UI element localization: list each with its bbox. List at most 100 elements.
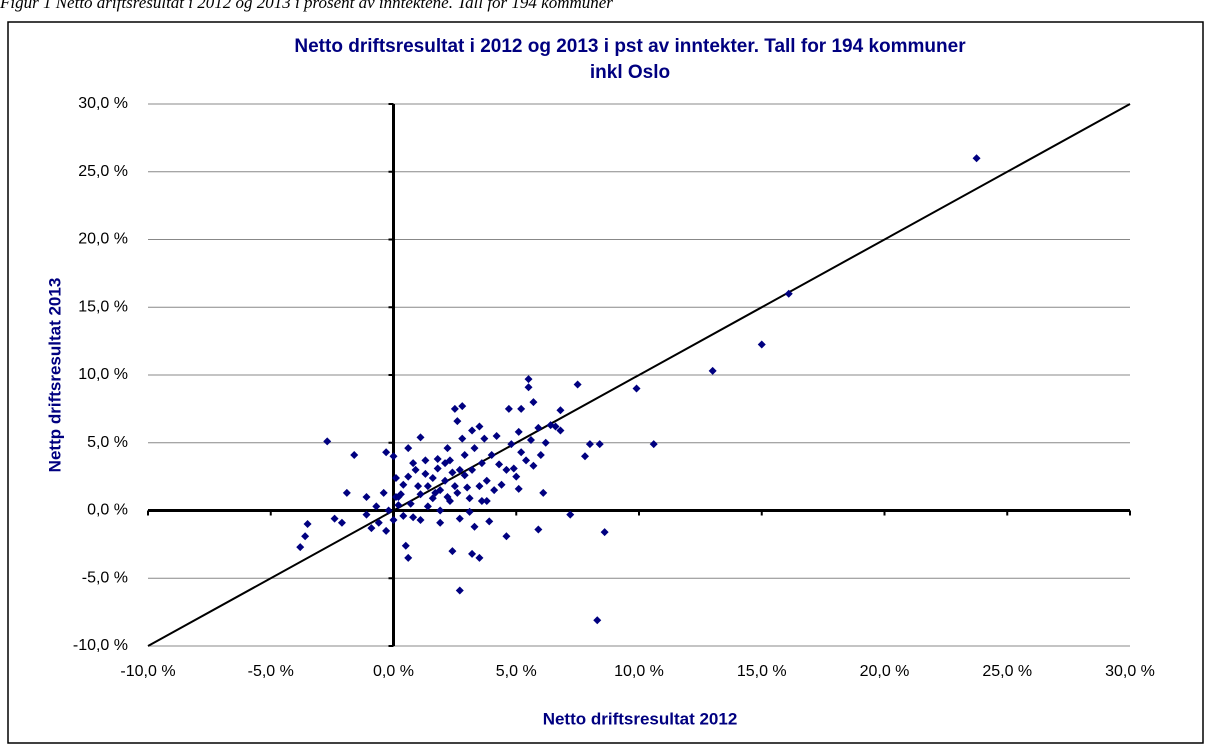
x-tick-label: 20,0 %: [860, 663, 910, 680]
point: [632, 384, 641, 393]
point: [475, 482, 484, 491]
point: [455, 465, 464, 474]
point: [330, 514, 339, 523]
point: [757, 340, 766, 349]
point: [463, 483, 472, 492]
point: [342, 488, 351, 497]
x-tick-label: 0,0 %: [373, 663, 414, 680]
point: [573, 380, 582, 389]
point: [475, 553, 484, 562]
x-axis-label: Netto driftsresultat 2012: [543, 709, 738, 728]
point: [512, 472, 521, 481]
y-tick-label: 20,0 %: [78, 231, 128, 248]
point: [423, 502, 432, 511]
point: [600, 528, 609, 537]
point: [441, 476, 450, 485]
point: [595, 440, 604, 449]
point: [509, 464, 518, 473]
point: [394, 501, 403, 510]
point: [362, 510, 371, 519]
y-tick-label: 10,0 %: [78, 366, 128, 383]
point: [404, 553, 413, 562]
point: [458, 402, 467, 411]
point: [389, 515, 398, 524]
y-axis-label: Nettp driftsresultat 2013: [45, 278, 64, 473]
y-tick-label: 30,0 %: [78, 95, 128, 112]
point: [374, 518, 383, 527]
chart-title: Netto driftsresultat i 2012 og 2013 i ps…: [294, 36, 966, 57]
point: [367, 524, 376, 533]
point: [517, 404, 526, 413]
point: [453, 488, 462, 497]
point: [517, 448, 526, 457]
point: [507, 440, 516, 449]
point: [450, 404, 459, 413]
x-tick-label: 10,0 %: [614, 663, 664, 680]
point: [502, 532, 511, 541]
point: [337, 518, 346, 527]
point: [585, 440, 594, 449]
point: [475, 422, 484, 431]
point: [541, 438, 550, 447]
point: [487, 450, 496, 459]
y-tick-label: 0,0 %: [87, 502, 128, 519]
point: [421, 469, 430, 478]
x-tick-label: -10,0 %: [120, 663, 175, 680]
point: [477, 497, 486, 506]
point: [416, 490, 425, 499]
point: [445, 456, 454, 465]
point: [428, 473, 437, 482]
point: [455, 514, 464, 523]
point: [448, 468, 457, 477]
x-tick-label: 25,0 %: [982, 663, 1032, 680]
point: [436, 506, 445, 515]
point: [443, 444, 452, 453]
x-tick-label: 30,0 %: [1105, 663, 1155, 680]
point: [296, 543, 305, 552]
point: [482, 497, 491, 506]
point: [433, 455, 442, 464]
reference-line: [147, 103, 1131, 647]
point: [382, 526, 391, 535]
point: [379, 488, 388, 497]
point: [411, 465, 420, 474]
point: [522, 456, 531, 465]
point: [514, 484, 523, 493]
point: [534, 423, 543, 432]
point: [323, 437, 332, 446]
point: [404, 444, 413, 453]
point: [556, 426, 565, 435]
point: [436, 518, 445, 527]
point: [389, 452, 398, 461]
point: [391, 473, 400, 482]
y-tick-label: 15,0 %: [78, 298, 128, 315]
point: [414, 482, 423, 491]
point: [423, 482, 432, 491]
point: [455, 586, 464, 595]
point: [409, 459, 418, 468]
point: [382, 448, 391, 457]
point: [416, 515, 425, 524]
point: [546, 421, 555, 430]
point: [534, 525, 543, 534]
y-tick-label: -10,0 %: [73, 637, 128, 654]
point: [458, 434, 467, 443]
point: [384, 506, 393, 515]
point: [465, 494, 474, 503]
point: [526, 436, 535, 445]
point: [362, 492, 371, 501]
point: [524, 375, 533, 384]
point: [443, 492, 452, 501]
point: [409, 513, 418, 522]
point: [401, 541, 410, 550]
point: [482, 476, 491, 485]
caption: Figur 1 Netto driftsresultat i 2012 og 2…: [0, 0, 613, 12]
point: [593, 616, 602, 625]
point: [485, 517, 494, 526]
point: [708, 366, 717, 375]
point: [394, 492, 403, 501]
point: [460, 450, 469, 459]
point: [460, 471, 469, 480]
point: [406, 499, 415, 508]
point: [972, 154, 981, 163]
